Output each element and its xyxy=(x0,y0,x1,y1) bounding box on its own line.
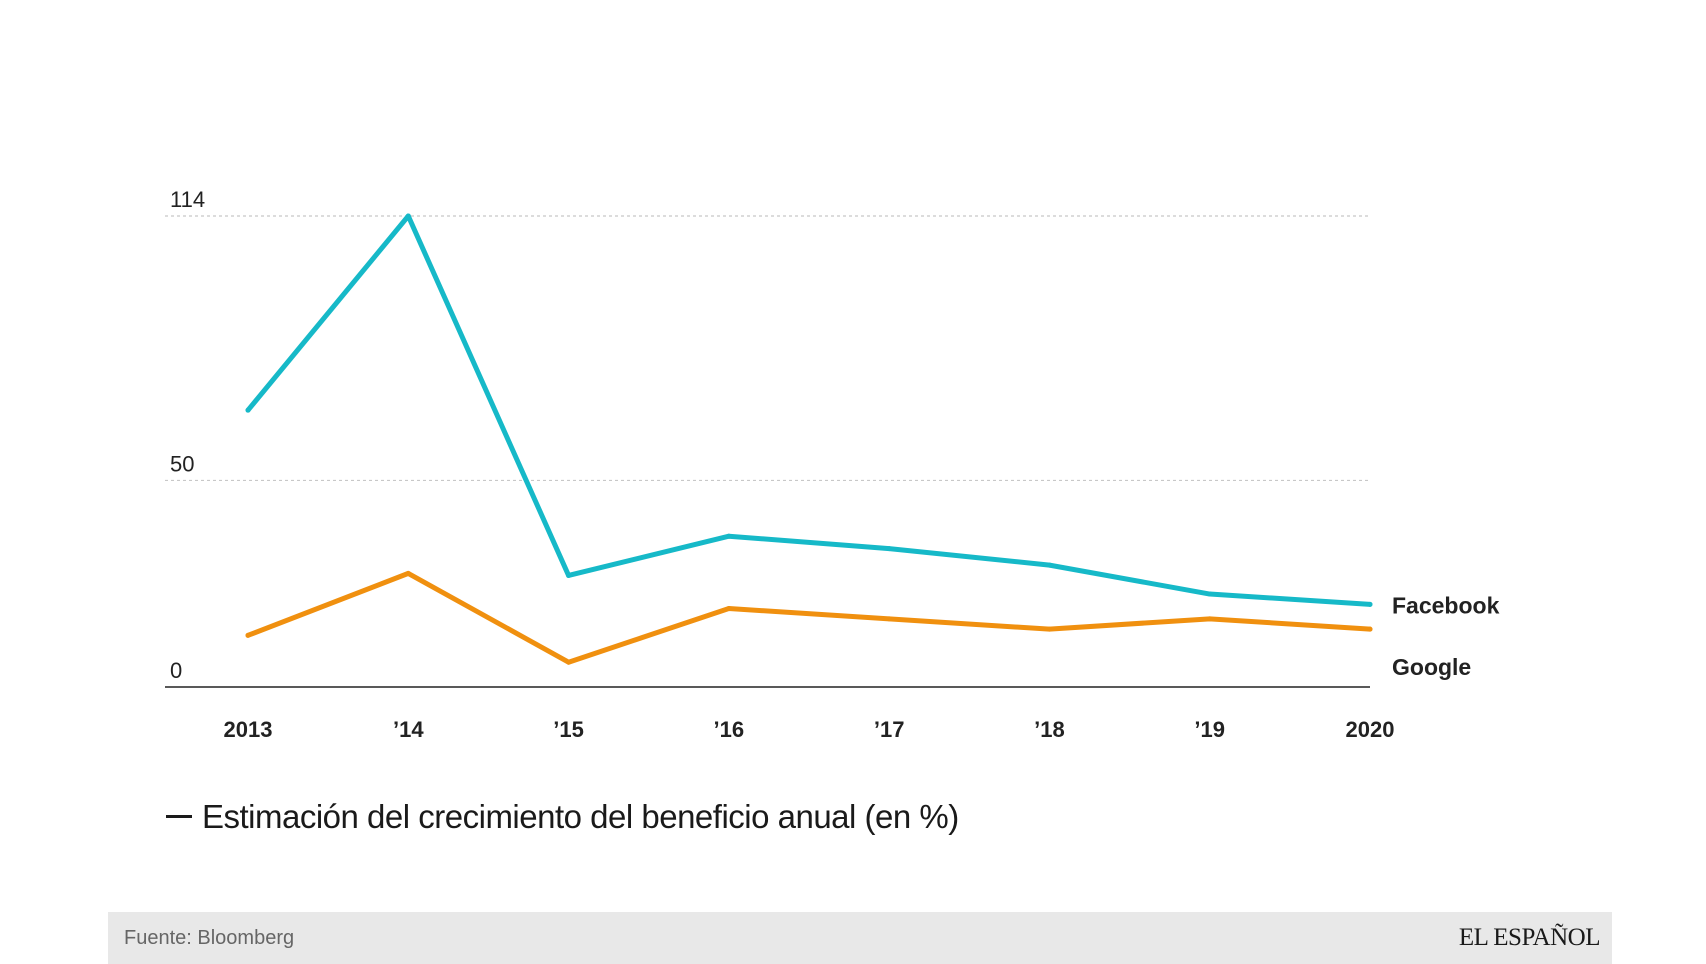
data-point-google xyxy=(245,632,251,638)
x-tick-label: 2013 xyxy=(224,717,273,742)
x-tick-label: ’18 xyxy=(1034,717,1065,742)
data-point-facebook xyxy=(1367,601,1373,607)
x-tick-label: 2020 xyxy=(1346,717,1395,742)
brand-logo: EL ESPAÑOL xyxy=(1458,924,1601,951)
data-point-google xyxy=(1207,616,1213,622)
series-lines xyxy=(245,213,1373,665)
series-labels: Facebook Google xyxy=(1392,592,1500,680)
data-point-facebook xyxy=(1207,591,1213,597)
data-point-google xyxy=(1367,626,1373,632)
data-point-facebook xyxy=(566,572,572,578)
x-tick-label: ’16 xyxy=(714,717,745,742)
y-tick-label: 50 xyxy=(170,451,194,476)
x-axis-ticks: 2013 ’14 ’15 ’16 ’17 ’18 ’19 2020 xyxy=(224,717,1395,742)
data-point-facebook xyxy=(405,213,411,219)
x-tick-label: ’19 xyxy=(1194,717,1225,742)
data-point-google xyxy=(405,570,411,576)
x-tick-label: ’14 xyxy=(393,717,424,742)
data-point-google xyxy=(1046,626,1052,632)
caption-dash xyxy=(166,814,192,818)
y-tick-label: 114 xyxy=(170,187,205,212)
data-point-facebook xyxy=(726,533,732,539)
chart-caption: Estimación del crecimiento del beneficio… xyxy=(166,798,959,836)
data-point-google xyxy=(726,606,732,611)
x-tick-label: ’17 xyxy=(874,717,905,742)
chart-title: Estimación del crecimiento del beneficio… xyxy=(202,798,959,835)
source-text: Fuente: Bloomberg xyxy=(124,927,295,949)
data-point-google xyxy=(886,616,892,622)
series-label-facebook: Facebook xyxy=(1392,592,1500,618)
data-point-facebook xyxy=(245,407,251,413)
data-point-facebook xyxy=(1046,562,1052,568)
footer-bar: Fuente: Bloomberg EL ESPAÑOL xyxy=(108,912,1612,964)
x-tick-label: ’15 xyxy=(553,717,584,742)
data-point-facebook xyxy=(886,546,892,552)
data-point-google xyxy=(566,659,572,665)
y-axis-ticks: 114 50 0 xyxy=(170,187,205,683)
series-line-facebook xyxy=(245,213,1373,607)
series-label-google: Google xyxy=(1392,654,1471,680)
y-tick-label: 0 xyxy=(170,658,182,683)
gridlines xyxy=(165,215,1370,482)
series-line-google xyxy=(245,570,1373,665)
